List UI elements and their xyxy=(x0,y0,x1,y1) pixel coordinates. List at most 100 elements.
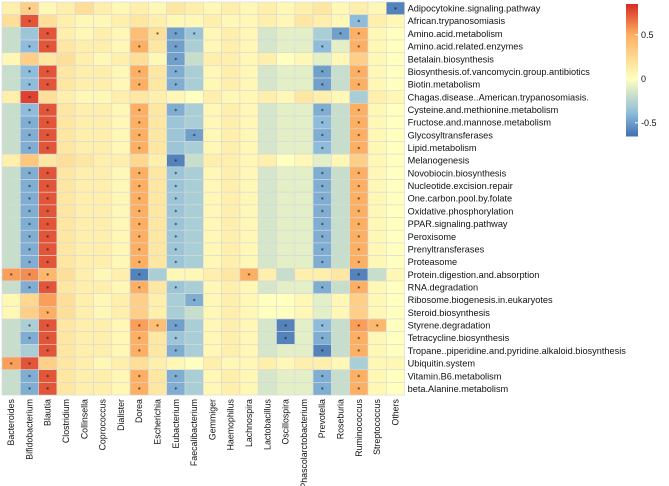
legend-swatch xyxy=(626,78,638,82)
heatmap-cell xyxy=(1,141,21,155)
row-label: PPAR.signaling.pathway xyxy=(408,219,508,229)
heatmap-cell xyxy=(74,280,94,294)
heatmap-cell xyxy=(1,204,21,218)
heatmap-cell xyxy=(331,356,350,371)
heatmap-cell xyxy=(385,166,405,180)
heatmap-cell xyxy=(312,52,332,66)
significance-marker: * xyxy=(138,70,141,77)
heatmap-cell xyxy=(19,52,39,66)
significance-marker: * xyxy=(46,311,49,318)
heatmap-cell xyxy=(74,356,94,371)
significance-marker: * xyxy=(28,222,31,229)
heatmap-cell xyxy=(239,65,259,79)
heatmap-cell xyxy=(294,318,314,332)
row-labels: Adipocytokine.signaling.pathway African.t… xyxy=(408,4,627,394)
heatmap-cell xyxy=(276,344,296,358)
heatmap-cell xyxy=(148,141,167,155)
heatmap-cell xyxy=(1,166,21,180)
heatmap-cell xyxy=(239,1,259,15)
significance-marker: * xyxy=(321,235,324,242)
heatmap-cell xyxy=(276,293,296,307)
significance-marker: * xyxy=(28,44,31,51)
heatmap-cell xyxy=(148,128,167,142)
heatmap-cell xyxy=(294,90,314,104)
significance-marker: * xyxy=(357,349,360,356)
heatmap-cell xyxy=(203,217,222,231)
heatmap-cell xyxy=(294,39,314,54)
heatmap-cell xyxy=(257,318,277,332)
heatmap-cell xyxy=(367,382,387,396)
significance-marker: * xyxy=(357,374,360,381)
row-label: Chagas.disease..American.trypanosomiasis… xyxy=(408,92,589,102)
heatmap-cell xyxy=(111,369,131,383)
significance-marker: * xyxy=(10,361,13,368)
heatmap-cell xyxy=(294,369,314,383)
significance-marker: * xyxy=(28,70,31,77)
heatmap-cell xyxy=(276,153,296,168)
heatmap-cell xyxy=(184,318,204,332)
heatmap-cell xyxy=(257,191,277,206)
legend-swatch xyxy=(626,6,638,9)
significance-marker: * xyxy=(357,184,360,191)
heatmap-cell xyxy=(184,1,204,15)
heatmap-cell xyxy=(1,306,21,320)
heatmap-cell xyxy=(312,293,332,307)
heatmap-cell xyxy=(203,166,222,180)
heatmap-cell xyxy=(221,52,241,66)
heatmap-cell xyxy=(111,141,131,155)
heatmap-cell xyxy=(331,179,350,193)
heatmap-cell xyxy=(93,242,113,256)
row-label: Biosynthesis.of.vancomycin.group.antibio… xyxy=(408,67,591,77)
heatmap-cell xyxy=(312,356,332,371)
heatmap-cell xyxy=(184,179,204,193)
heatmap-cell xyxy=(276,179,296,193)
significance-marker: * xyxy=(46,120,49,127)
heatmap-cell xyxy=(129,52,149,66)
heatmap-cell xyxy=(385,242,405,256)
heatmap-cell xyxy=(111,344,131,358)
heatmap-cell xyxy=(148,52,167,66)
heatmap-cell xyxy=(184,255,204,269)
column-label: Phascolarctobacterium xyxy=(299,399,309,486)
heatmap-cell xyxy=(74,128,94,142)
heatmap-cell xyxy=(276,280,296,294)
row-label: Ribosome.biogenesis.in.eukaryotes xyxy=(408,295,553,305)
significance-marker: * xyxy=(46,285,49,292)
heatmap-cell xyxy=(56,217,76,231)
significance-marker: * xyxy=(138,235,141,242)
heatmap-cell xyxy=(349,52,369,66)
heatmap-cell xyxy=(239,27,259,41)
heatmap-cell xyxy=(276,77,296,92)
heatmap-cell xyxy=(111,52,131,66)
legend-swatch xyxy=(626,34,638,38)
heatmap-cell xyxy=(166,14,186,28)
significance-marker: * xyxy=(174,209,177,216)
heatmap-cell xyxy=(74,153,94,168)
legend-swatch xyxy=(626,94,638,97)
column-label: Bacteroides xyxy=(6,398,16,445)
heatmap-cell xyxy=(312,27,332,41)
legend-swatch xyxy=(626,37,638,40)
heatmap-cell xyxy=(38,153,58,168)
significance-marker: * xyxy=(46,146,49,153)
heatmap-cell xyxy=(111,90,131,104)
heatmap-cell xyxy=(74,229,94,244)
legend-swatch xyxy=(626,92,638,95)
legend-swatch xyxy=(626,54,638,58)
heatmap-cell xyxy=(93,14,113,28)
significance-marker: * xyxy=(357,285,360,292)
heatmap-cell xyxy=(276,90,296,104)
significance-marker: * xyxy=(174,57,177,64)
significance-marker: * xyxy=(193,133,196,140)
heatmap-cell xyxy=(276,356,296,371)
heatmap-cell xyxy=(221,166,241,180)
heatmap-cell xyxy=(184,344,204,358)
heatmap-cell xyxy=(385,267,405,282)
legend-swatch xyxy=(626,103,638,106)
heatmap-cell xyxy=(239,242,259,256)
heatmap-cell xyxy=(111,280,131,294)
heatmap-cell xyxy=(184,153,204,168)
heatmap-cell xyxy=(294,65,314,79)
heatmap-cell xyxy=(257,153,277,168)
heatmap-cell xyxy=(74,217,94,231)
